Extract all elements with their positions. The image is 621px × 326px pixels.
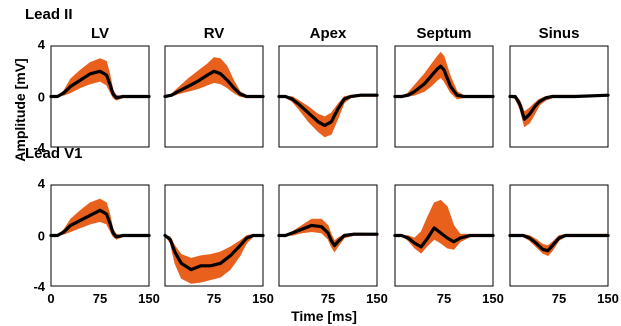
- x-tick-label: 150: [252, 291, 274, 306]
- x-tick-label: 150: [597, 291, 619, 306]
- y-tick-label: 4: [38, 176, 46, 191]
- y-axis-label: Amplitude [mV]: [12, 58, 28, 161]
- panel-frame: [50, 45, 150, 148]
- beat-envelope-septum: [395, 199, 493, 254]
- x-tick-label: 150: [366, 291, 388, 306]
- x-tick-label: 75: [552, 291, 566, 306]
- panel-frame: [394, 184, 494, 287]
- x-tick-label: 75: [93, 291, 107, 306]
- mean-waveform-lv: [49, 208, 151, 239]
- column-title: Sinus: [539, 25, 580, 42]
- column-title: RV: [204, 25, 225, 42]
- lead-title: Lead V1: [25, 145, 83, 162]
- column-title: LV: [91, 25, 109, 42]
- x-tick-label: 75: [321, 291, 335, 306]
- y-tick-label: 0: [38, 229, 45, 244]
- mean-waveform-apex: [277, 223, 379, 248]
- mean-waveform-sinus: [508, 93, 610, 121]
- beat-envelope-lv: [51, 58, 149, 101]
- y-tick-label: -4: [33, 279, 45, 294]
- y-tick-label: 4: [38, 37, 46, 52]
- y-tick-label: -4: [33, 140, 45, 155]
- panel-frame: [164, 45, 264, 148]
- panel-frame: [509, 45, 609, 148]
- lead-title: Lead II: [25, 6, 73, 23]
- panel-frame: [509, 184, 609, 287]
- panel-frame: [50, 184, 150, 287]
- x-tick-label: 75: [207, 291, 221, 306]
- x-tick-label: 150: [482, 291, 504, 306]
- x-tick-label: 75: [437, 291, 451, 306]
- panel-frame: [278, 45, 378, 148]
- panel-frame: [394, 45, 494, 148]
- column-title: Septum: [416, 25, 471, 42]
- mean-waveform-septum: [393, 226, 495, 249]
- mean-waveform-rv: [163, 69, 265, 99]
- x-tick-label: 150: [138, 291, 160, 306]
- x-axis-label: Time [ms]: [291, 308, 357, 324]
- mean-waveform-lv: [49, 69, 151, 100]
- y-tick-label: 0: [38, 90, 45, 105]
- mean-waveform-rv: [163, 233, 265, 272]
- mean-waveform-septum: [393, 64, 495, 99]
- beat-envelope-lv: [51, 198, 149, 240]
- mean-waveform-sinus: [508, 233, 610, 253]
- beat-envelope-septum: [395, 51, 493, 100]
- panel-frame: [278, 184, 378, 287]
- panel-frame: [164, 184, 264, 287]
- beat-envelope-sinus: [509, 94, 609, 128]
- x-tick-label: 0: [47, 291, 54, 306]
- beat-envelope-rv: [164, 57, 263, 99]
- mean-waveform-apex: [277, 93, 379, 128]
- column-title: Apex: [310, 25, 347, 42]
